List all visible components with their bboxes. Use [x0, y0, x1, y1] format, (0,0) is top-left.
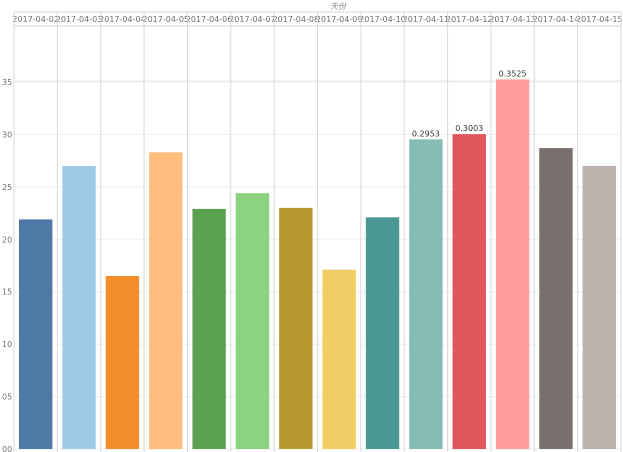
- y-axis-ticks: 00 05 10 15 20 25 30 35: [2, 78, 12, 452]
- y-tick-label: 10: [2, 340, 12, 349]
- column-header-row: 2017-04-022017-04-032017-04-042017-04-05…: [12, 11, 623, 27]
- category-label: 2017-04-02: [12, 15, 59, 24]
- y-tick-label: 20: [2, 235, 12, 244]
- category-label: 2017-04-10: [359, 15, 406, 24]
- data-label: 0.2953: [412, 129, 440, 138]
- bar: [582, 165, 617, 449]
- category-label: 2017-04-06: [186, 15, 233, 24]
- bar: [322, 269, 356, 449]
- category-label: 2017-04-11: [403, 15, 450, 24]
- bar: [452, 134, 486, 449]
- gridlines: [13, 12, 622, 452]
- bar: [149, 152, 183, 450]
- y-tick-label: 15: [2, 288, 12, 297]
- bar: [365, 217, 400, 449]
- category-label: 2017-04-07: [229, 15, 276, 24]
- y-tick-label: 30: [2, 130, 12, 139]
- bar: [62, 165, 96, 449]
- bar: [409, 139, 443, 449]
- y-tick-label: 35: [2, 78, 12, 87]
- category-label: 2017-04-05: [143, 15, 190, 24]
- bar: [539, 148, 573, 449]
- data-label: 0.3525: [499, 69, 527, 78]
- category-label: 2017-04-08: [273, 15, 320, 24]
- chart-title: 天份: [330, 2, 347, 11]
- data-label: 0.3003: [455, 124, 483, 133]
- y-tick-label: 05: [2, 393, 12, 402]
- bar: [18, 219, 53, 449]
- category-label: 2017-04-13: [489, 15, 536, 24]
- category-label: 2017-04-14: [533, 15, 580, 24]
- bar: [105, 276, 140, 449]
- bar: [235, 193, 270, 449]
- y-tick-label: 25: [2, 183, 12, 192]
- bar: [495, 79, 530, 449]
- y-tick-label: 00: [2, 445, 12, 452]
- data-labels: 0.2953 0.3003 0.3525: [412, 69, 527, 138]
- category-label: 2017-04-04: [99, 15, 146, 24]
- bars: [18, 79, 617, 450]
- category-label: 2017-04-09: [316, 15, 363, 24]
- category-label: 2017-04-03: [56, 15, 103, 24]
- bar: [279, 207, 313, 449]
- category-label: 2017-04-15: [576, 15, 623, 24]
- bar: [192, 208, 226, 449]
- category-label: 2017-04-12: [446, 15, 493, 24]
